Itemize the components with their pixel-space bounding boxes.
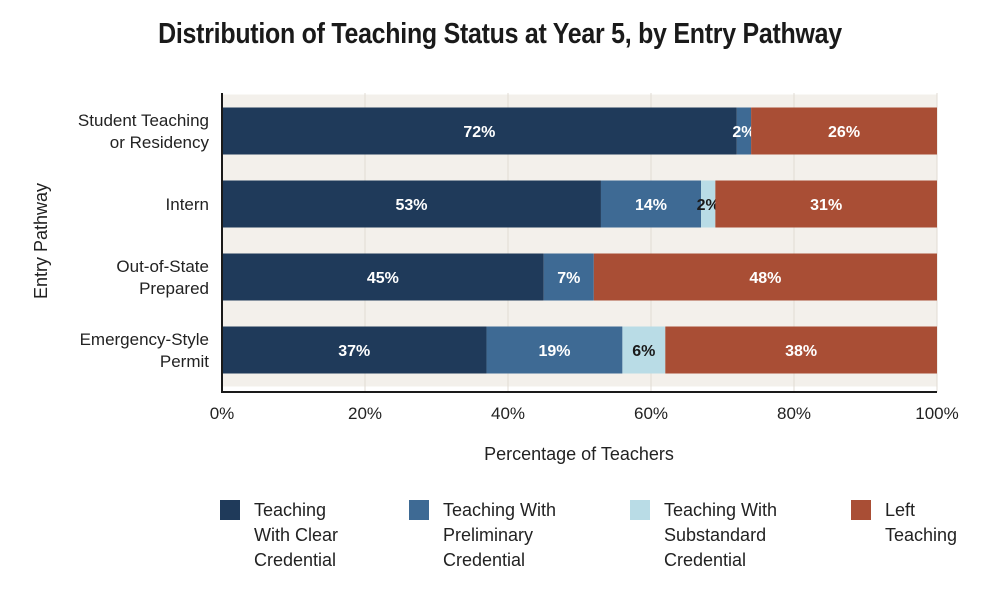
bar-segment [736,107,752,155]
x-tick-label: 80% [777,404,811,423]
y-tick-label: Emergency-Style Permit [80,330,210,371]
legend-swatch [409,500,429,520]
legend-swatch [220,500,240,520]
data-label: 37% [338,343,370,360]
legend-item: Teaching With Clear Credential [220,498,338,573]
legend-label: Left Teaching [885,500,958,545]
legend-label: Teaching With Substandard Credential [664,500,778,570]
bar-segment [222,326,487,374]
data-label: 72% [463,124,495,141]
x-tick-label: 20% [348,404,382,423]
bar-segment [486,326,623,374]
bar-segment [222,180,601,228]
bar-segment [751,107,937,155]
bar-segment [222,253,544,301]
data-label: 14% [635,197,667,214]
y-tick-label: Intern [166,195,209,214]
bar-segment [222,107,737,155]
legend-label: Teaching With Clear Credential [254,500,339,570]
data-label: 38% [785,343,817,360]
data-label: 2% [697,197,720,214]
data-label: 31% [810,197,842,214]
data-label: 48% [749,270,781,287]
x-tick-label: 100% [915,404,958,423]
data-label: 6% [632,343,655,360]
legend-swatch [630,500,650,520]
data-label: 26% [828,124,860,141]
legend-swatch [851,500,871,520]
legend-label: Teaching With Preliminary Credential [443,500,557,570]
data-label: 2% [732,124,755,141]
bar-segment [622,326,666,374]
y-tick-label: Out-of-State Prepared [116,257,209,298]
data-label: 19% [538,343,570,360]
data-label: 7% [557,270,580,287]
legend-item: Teaching With Preliminary Credential [409,498,556,573]
bar-segment [715,180,937,228]
x-axis-title: Percentage of Teachers [484,444,674,464]
x-tick-label: 40% [491,404,525,423]
bar-segment [701,180,716,228]
bar-segment [543,253,594,301]
data-label: 45% [367,270,399,287]
x-tick-label: 0% [210,404,235,423]
y-axis-title: Entry Pathway [31,183,51,299]
bar-segment [593,253,937,301]
y-tick-label: Student Teaching or Residency [78,111,210,152]
data-label: 53% [395,197,427,214]
bar-segment [665,326,937,374]
chart-title: Distribution of Teaching Status at Year … [158,18,842,50]
bar-segment [600,180,702,228]
legend-item: Left Teaching [851,498,957,548]
legend-item: Teaching With Substandard Credential [630,498,777,573]
x-tick-label: 60% [634,404,668,423]
